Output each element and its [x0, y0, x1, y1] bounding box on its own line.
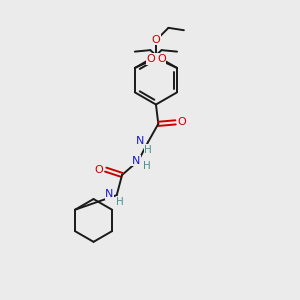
Text: N: N [136, 136, 145, 146]
Text: N: N [105, 189, 113, 199]
Text: H: H [143, 161, 151, 171]
Text: O: O [152, 35, 160, 45]
Text: O: O [178, 117, 187, 128]
Text: O: O [146, 54, 155, 64]
Text: O: O [95, 165, 103, 175]
Text: H: H [116, 197, 124, 207]
Text: O: O [157, 54, 166, 64]
Text: H: H [144, 145, 152, 155]
Text: N: N [132, 156, 140, 166]
